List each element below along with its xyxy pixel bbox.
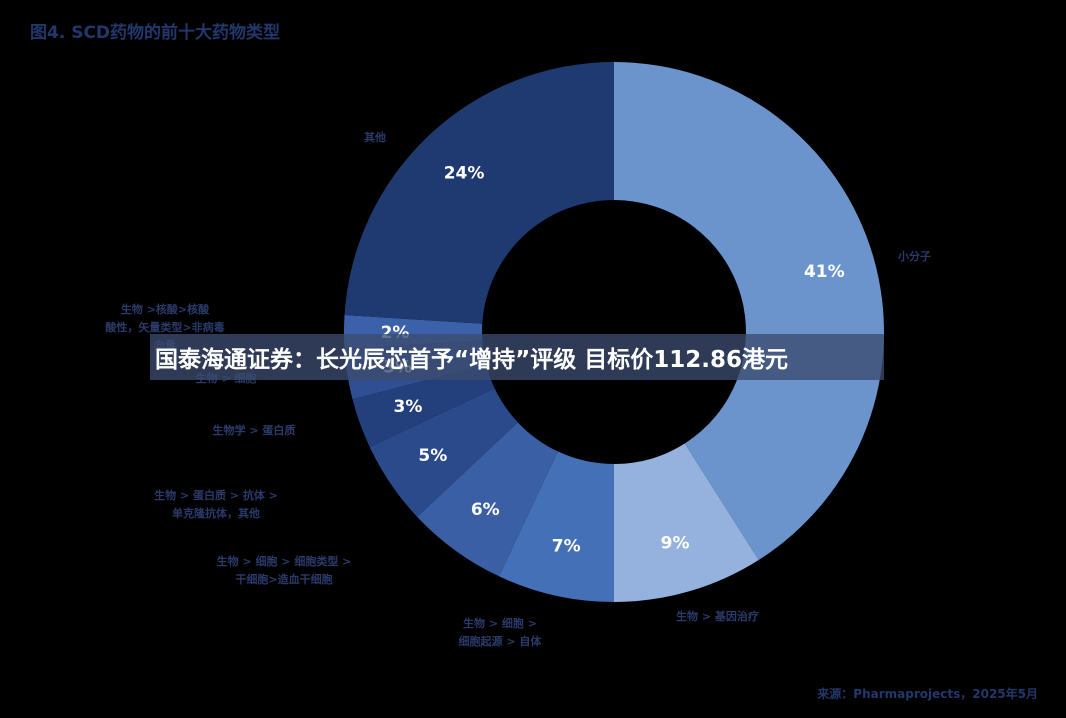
- slice-category-label: 生物学 > 蛋白质: [213, 423, 296, 437]
- slice-category-label: 其他: [364, 130, 386, 144]
- slice-percent-label: 41%: [804, 262, 845, 282]
- donut-slice: [417, 422, 558, 577]
- slice-category-label: 干细胞>造血干细胞: [235, 572, 332, 586]
- donut-slice: [344, 62, 614, 324]
- slice-category-label: 小分子: [897, 249, 931, 263]
- slice-category-label: 单克隆抗体，其他: [172, 506, 260, 520]
- slice-percent-label: 24%: [444, 163, 485, 183]
- chart-title: 图4. SCD药物的前十大药物类型: [30, 23, 281, 43]
- donut-slice: [614, 62, 885, 560]
- slice-category-label: 生物 > 细胞 > 细胞类型 >: [217, 554, 352, 568]
- donut-slice: [499, 451, 614, 602]
- headline-banner: [150, 334, 884, 380]
- slice-category-label: 生物 >核酸>核酸: [121, 302, 210, 316]
- slice-category-label: 细胞起源 > 自体: [459, 634, 543, 648]
- slice-percent-label: 6%: [471, 500, 500, 520]
- slice-percent-label: 7%: [552, 537, 581, 557]
- source-note: 来源：Pharmaprojects，2025年5月: [817, 687, 1038, 701]
- donut-slice: [352, 364, 495, 447]
- slice-percent-label: 5%: [418, 446, 447, 466]
- slice-percent-label: 3%: [394, 397, 423, 417]
- slice-category-label: 生物 > 蛋白质 > 抗体 >: [154, 488, 278, 502]
- donut-slice: [614, 443, 759, 602]
- slice-category-label: 生物 > 细胞 >: [463, 616, 537, 630]
- slice-category-label: 生物 > 基因治疗: [676, 609, 759, 623]
- headline-text: 国泰海通证券：长光辰芯首予“增持”评级 目标价112.86港元: [155, 347, 788, 373]
- donut-slice: [369, 388, 518, 517]
- donut-slices: [344, 62, 885, 602]
- slice-category-label: 酸性，矢量类型>非病毒: [105, 320, 224, 334]
- slice-percent-label: 9%: [661, 533, 690, 553]
